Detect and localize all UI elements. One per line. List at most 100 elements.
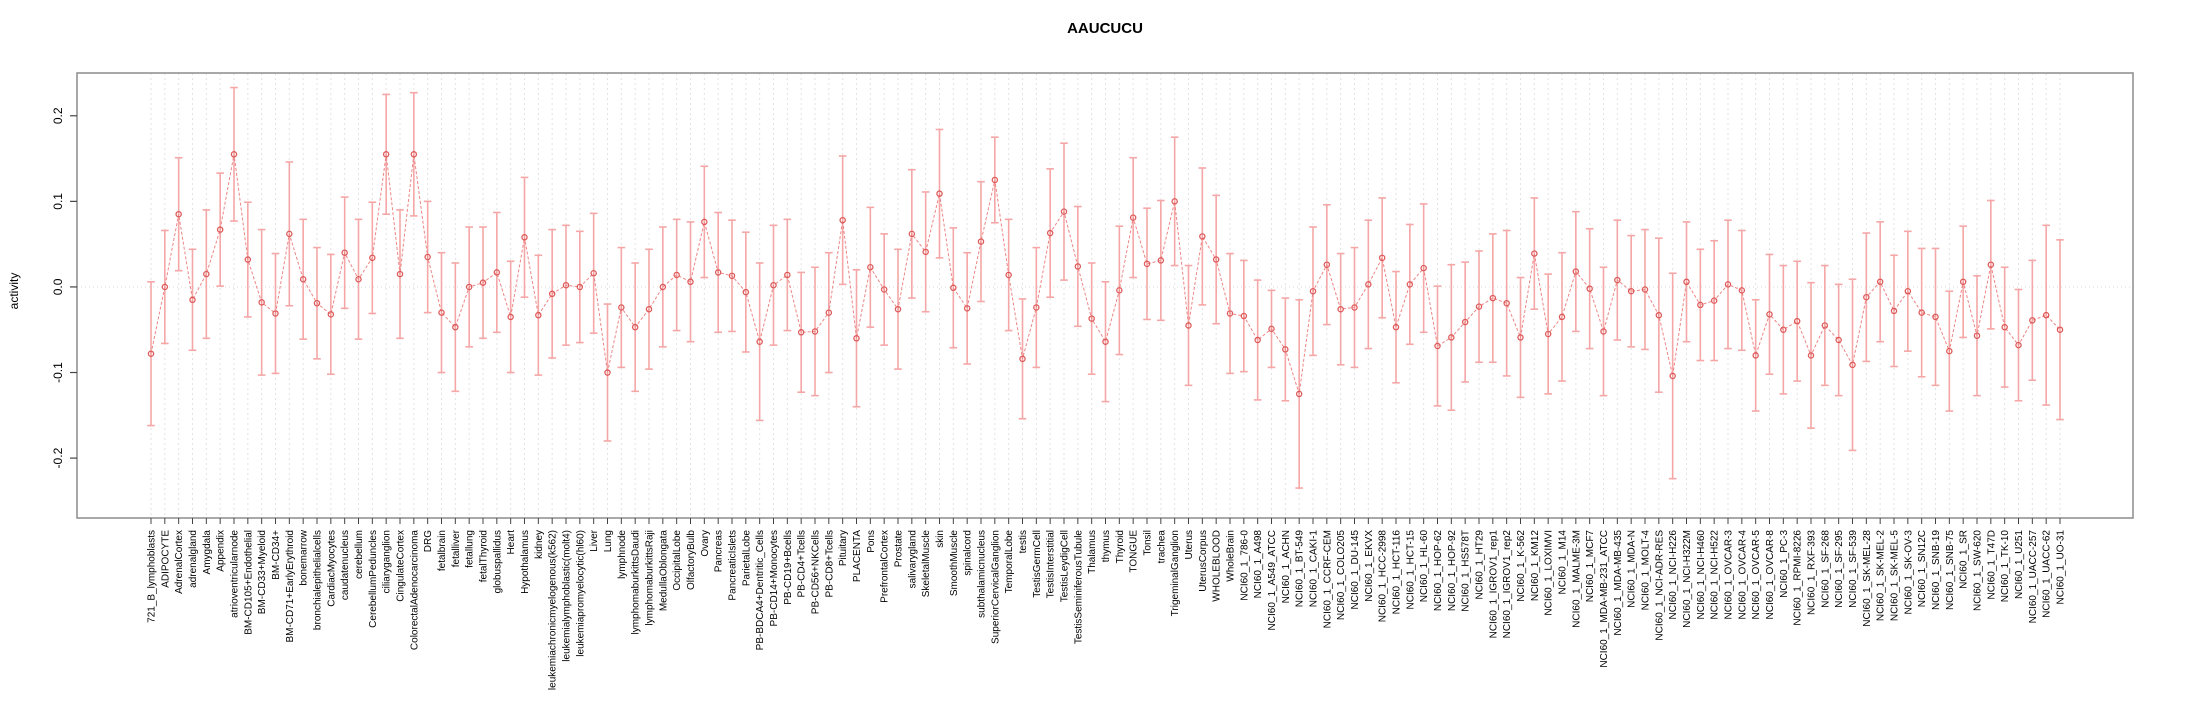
x-axis-label: OccipitalLobe — [672, 530, 683, 591]
data-point-marker — [1365, 281, 1372, 288]
x-axis-label: bonemarrow — [299, 529, 310, 585]
data-point-marker — [1475, 303, 1483, 310]
data-point-marker — [1586, 285, 1593, 292]
data-point-marker — [714, 269, 722, 276]
data-point-marker — [1738, 287, 1746, 294]
x-axis-label: lymphnode — [617, 530, 628, 579]
x-axis-label: NCI60_1_HCT-15 — [1405, 530, 1416, 610]
data-point-marker — [839, 216, 846, 224]
x-axis-label: Amygdala — [202, 530, 213, 575]
x-axis-label: subthalamicnucleus — [977, 530, 988, 618]
x-axis-label: NCI60_1_RXF-393 — [1807, 530, 1818, 615]
x-axis-label: SuperiorCervicalGanglion — [990, 530, 1001, 644]
data-point-marker — [1780, 326, 1787, 333]
data-point-marker — [2029, 317, 2036, 324]
data-point-marker — [1641, 286, 1649, 293]
x-axis-label: Appendix — [216, 530, 227, 572]
x-axis-label: NCI60_1_HOP-62 — [1433, 530, 1444, 612]
x-axis-label: NCI60_1_RPMI-8226 — [1793, 530, 1804, 626]
x-axis-label: NCI60_1_SK-MEL-28 — [1862, 530, 1873, 627]
x-axis-label: Pons — [866, 530, 877, 553]
data-point-marker — [147, 350, 155, 357]
data-point-marker — [797, 329, 805, 336]
x-axis-label: PB-CD8+Tcells — [824, 530, 835, 598]
x-axis-label: Thyroid — [1115, 530, 1126, 563]
data-point-marker — [576, 283, 584, 291]
data-point-marker — [784, 271, 791, 279]
x-axis-label: Tonsil — [1143, 530, 1154, 556]
x-axis-label: NCI60_1_NCI-H460 — [1696, 530, 1707, 620]
x-axis-label: spinalcord — [963, 530, 974, 576]
data-point-marker — [355, 275, 362, 283]
data-point-marker — [313, 299, 321, 307]
x-axis-label: Pancreas — [714, 530, 725, 572]
x-axis-label: WHOLEBLOOD — [1212, 530, 1223, 602]
data-point-marker — [1116, 287, 1123, 294]
y-tick-label: 0.2 — [51, 107, 65, 124]
data-point-marker — [908, 230, 916, 238]
data-point-marker — [1531, 250, 1538, 257]
x-axis-label: ADIPOCYTE — [160, 530, 171, 588]
x-axis-label: thymus — [1101, 530, 1112, 562]
x-axis-label: leukemialymphoblastic(molt4) — [562, 530, 573, 662]
x-axis-label: NCI60_1_CCRF-CEM — [1322, 530, 1333, 628]
data-point-marker — [880, 286, 888, 293]
x-axis-label: NCI60_1_PC-3 — [1779, 530, 1790, 598]
x-axis-label: NCI60_1_NCI-H226 — [1668, 530, 1679, 620]
data-point-marker — [535, 311, 542, 319]
data-point-marker — [922, 248, 929, 256]
data-point-marker — [1019, 355, 1026, 363]
x-axis-label: NCI60_1_OVCAR-8 — [1765, 530, 1776, 620]
x-axis-label: NCI60_1_TK-10 — [2000, 530, 2011, 603]
data-point-marker — [1143, 260, 1151, 268]
data-point-marker — [272, 310, 279, 317]
data-point-marker — [1378, 254, 1386, 262]
data-point-marker — [1005, 271, 1012, 279]
x-axis-label: BM-CD33+Myeloid — [257, 530, 268, 614]
x-axis-label: CingulateCortex — [396, 530, 407, 602]
data-point-marker — [811, 328, 819, 335]
x-axis-label: NCI60_1_HCC-2998 — [1378, 530, 1389, 623]
x-axis-label: NCI60_1_UO-31 — [2056, 530, 2067, 605]
series-line — [150, 154, 2061, 395]
data-point-marker — [341, 249, 348, 256]
x-axis-label: NCI60_1_IGROV1_rep1 — [1488, 530, 1499, 639]
x-axis-label: CerebellumPeduncles — [368, 530, 379, 628]
x-axis-label: Hypothalamus — [520, 530, 531, 594]
data-point-marker — [203, 270, 210, 278]
x-axis-label: caudatenucleus — [340, 530, 351, 600]
x-axis-label: NCI60_1_SF-539 — [1848, 530, 1859, 608]
data-point-marker — [1033, 304, 1040, 311]
x-axis-label: SmoothMuscle — [949, 530, 960, 597]
data-point-marker — [1323, 261, 1331, 268]
data-point-marker — [1890, 307, 1898, 315]
data-point-marker — [1697, 301, 1704, 309]
data-point-marker — [1918, 309, 1925, 316]
x-axis-label: NCI60_1_MALME-3M — [1571, 530, 1582, 628]
x-axis-label: NCI60_1_HOP-92 — [1447, 530, 1458, 612]
x-axis-label: Lung — [603, 530, 614, 552]
data-point-marker — [1959, 278, 1967, 286]
x-axis-label: PrefrontalCortex — [880, 530, 891, 603]
x-axis-label: TestisGermCell — [1032, 530, 1043, 598]
x-axis-label: NCI60_1_SK-OV-3 — [1903, 530, 1914, 615]
data-point-marker — [1724, 281, 1732, 288]
data-point-marker — [590, 269, 597, 277]
x-axis-label: NCI60_1_SR — [1959, 530, 1970, 589]
data-point-marker — [1807, 352, 1815, 359]
data-point-marker — [1835, 336, 1842, 344]
x-axis-label: AdrenalCortex — [174, 530, 185, 594]
x-axis-label: fetalThyroid — [479, 530, 490, 582]
data-point-marker — [1406, 281, 1414, 288]
x-axis-label: SkeletalMuscle — [921, 530, 932, 598]
data-point-marker — [1849, 361, 1856, 369]
x-axis-label: globuspallidus — [492, 530, 503, 593]
x-axis-label: NCI60_1_EKVX — [1364, 530, 1375, 602]
x-axis-label: bronchialepithelialcells — [313, 530, 324, 630]
data-point-marker — [1185, 322, 1192, 329]
data-point-marker — [2001, 323, 2008, 331]
data-point-marker — [742, 288, 750, 296]
x-axis-label: NCI60_1_OVCAR-3 — [1724, 530, 1735, 620]
x-axis-label: NCI60_1_NCI-H322M — [1682, 530, 1693, 628]
x-axis-label: ParietalLobe — [741, 530, 752, 587]
